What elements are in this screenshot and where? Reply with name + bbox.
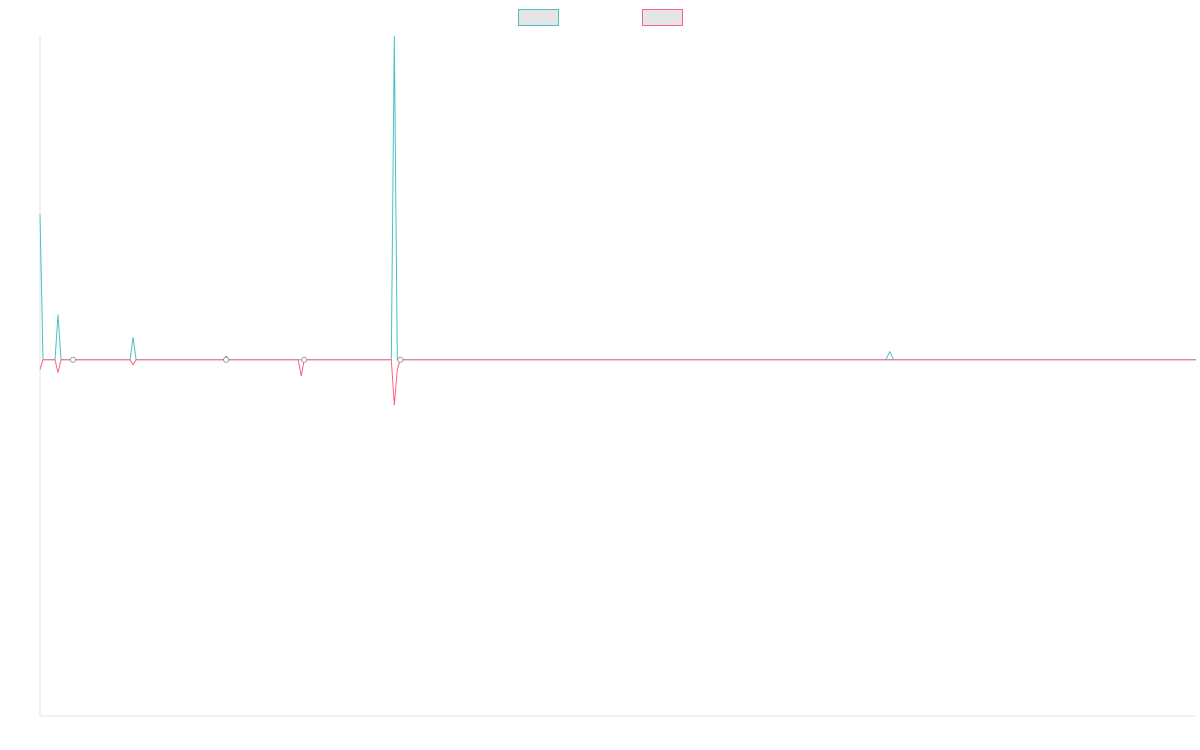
baseline-marker-1 (70, 356, 77, 363)
series-line-1 (39, 35, 1196, 361)
legend-swatch-series-1 (518, 9, 559, 26)
axes (39, 36, 1196, 717)
baseline-marker-2 (223, 356, 230, 363)
annotation-spike-1 (885, 350, 895, 361)
legend-swatch-series-2 (642, 9, 683, 26)
baseline-marker-4 (397, 356, 404, 363)
legend (518, 9, 683, 26)
marker-layer (70, 350, 895, 363)
series-line-2 (39, 359, 1196, 406)
baseline-marker-3 (301, 356, 308, 363)
series-layer (39, 35, 1196, 406)
